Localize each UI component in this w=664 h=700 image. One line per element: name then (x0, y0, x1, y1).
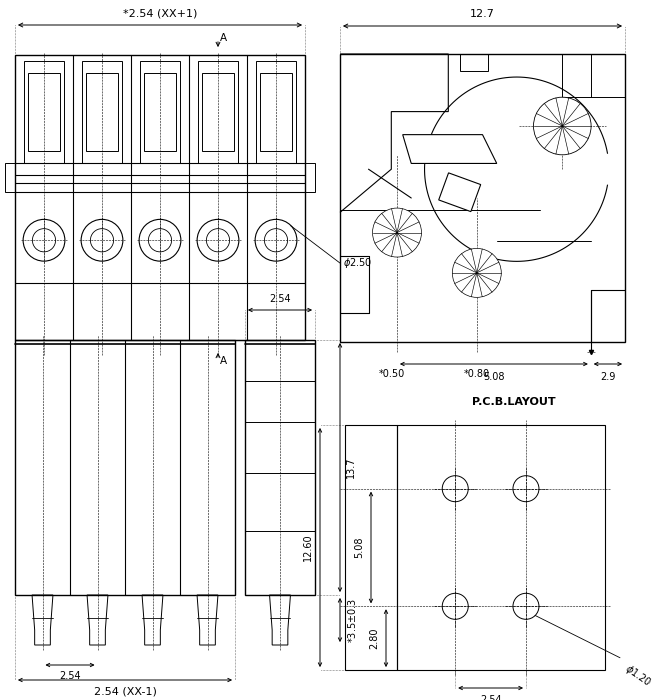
Bar (245, 340, 315, 595)
Text: 2.54 (XX-1): 2.54 (XX-1) (94, 686, 157, 696)
Bar (5, 163, 15, 192)
Text: P.C.B.LAYOUT: P.C.B.LAYOUT (472, 397, 556, 407)
Bar (198, 61, 238, 163)
Bar (340, 54, 625, 342)
Bar (202, 73, 234, 151)
Text: 2.80: 2.80 (369, 627, 379, 649)
Text: 2.54: 2.54 (480, 695, 501, 700)
Bar (24, 61, 64, 163)
Text: *0.80: *0.80 (463, 369, 490, 379)
Text: 12.7: 12.7 (470, 9, 495, 19)
Text: *3.5$\pm$0.3: *3.5$\pm$0.3 (346, 597, 358, 643)
Text: 2.54: 2.54 (59, 671, 81, 681)
Text: 12.60: 12.60 (303, 533, 313, 561)
Circle shape (533, 97, 591, 155)
Text: 5.08: 5.08 (483, 372, 505, 382)
Bar (305, 163, 315, 192)
Polygon shape (439, 173, 481, 211)
Bar (345, 425, 397, 670)
Text: 2.9: 2.9 (600, 372, 616, 382)
Text: $\phi$2.50: $\phi$2.50 (343, 256, 373, 270)
Bar (562, 54, 625, 97)
Text: $\phi$1.20: $\phi$1.20 (622, 662, 654, 690)
Bar (459, 54, 488, 71)
Bar (86, 73, 118, 151)
Circle shape (373, 208, 422, 257)
Bar (260, 73, 292, 151)
Bar (397, 425, 605, 670)
Bar (256, 61, 296, 163)
Text: *0.50: *0.50 (379, 369, 405, 379)
Bar (82, 61, 122, 163)
Bar (139, 61, 181, 163)
Text: 2.54: 2.54 (269, 294, 291, 304)
Text: A: A (220, 356, 227, 366)
Text: A: A (220, 33, 227, 43)
Polygon shape (402, 134, 497, 163)
Bar (15, 340, 235, 595)
Text: *2.54 (XX+1): *2.54 (XX+1) (123, 8, 197, 18)
Bar (144, 73, 176, 151)
Text: 5.08: 5.08 (354, 537, 364, 559)
Text: 13.7: 13.7 (346, 456, 356, 478)
Bar (28, 73, 60, 151)
Circle shape (452, 248, 501, 298)
Bar (15, 55, 305, 340)
